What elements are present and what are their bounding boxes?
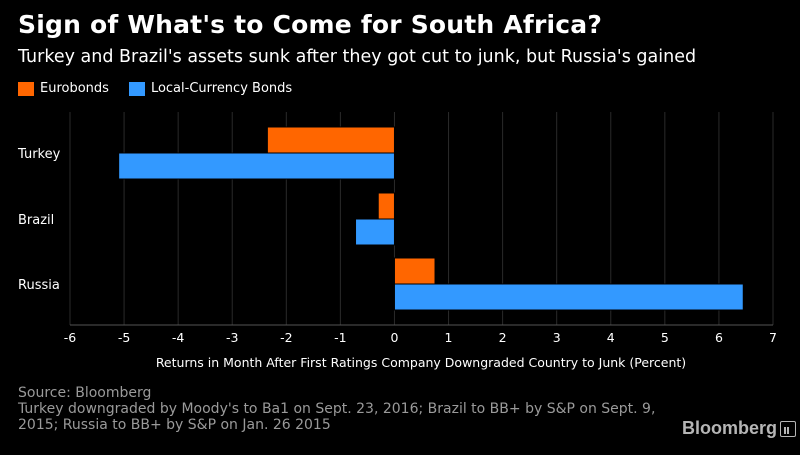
x-tick-label: 3 — [553, 330, 561, 345]
x-tick-label: 2 — [499, 330, 507, 345]
x-tick-label: -1 — [334, 330, 346, 345]
x-tick-label: -4 — [172, 330, 185, 345]
x-axis-label: Returns in Month After First Ratings Com… — [156, 355, 686, 370]
bar-brazil-eurobonds — [377, 192, 395, 220]
category-label: Brazil — [18, 213, 54, 228]
bar-brazil-local-currency-bonds — [355, 218, 395, 246]
chart-subtitle: Turkey and Brazil's assets sunk after th… — [18, 47, 697, 67]
x-tick-label: -3 — [226, 330, 238, 345]
legend-label-local-currency-bonds: Local-Currency Bonds — [150, 81, 293, 96]
bar-chart: Turkey Brazil Russia -6 -5 -4 -3 -2 -1 0 1 2 3 4 5 6 7 Re… — [17, 112, 777, 370]
bar-russia-local-currency-bonds — [393, 283, 744, 311]
x-tick-label: -6 — [64, 330, 77, 345]
footnote: Turkey downgraded by Moody's to Ba1 on S… — [18, 401, 656, 433]
legend-label-eurobonds: Eurobonds — [40, 81, 109, 96]
bar-turkey-eurobonds — [266, 126, 395, 154]
x-tick-label: 5 — [661, 330, 669, 345]
legend: Eurobonds Local-Currency Bonds — [18, 81, 312, 96]
legend-item-eurobonds: Eurobonds — [18, 81, 109, 96]
bloomberg-chart-icon — [780, 420, 797, 437]
legend-swatch-local-currency-bonds — [128, 81, 145, 96]
x-tick-label: 1 — [445, 330, 453, 345]
x-tick-label: 7 — [769, 330, 777, 345]
bar-turkey-local-currency-bonds — [118, 152, 395, 180]
x-tick-label: -2 — [280, 330, 292, 345]
legend-swatch-eurobonds — [18, 81, 34, 96]
x-tick-label: 6 — [715, 330, 723, 345]
chart-title: Sign of What's to Come for South Africa? — [18, 10, 603, 39]
x-tick-label: 0 — [390, 330, 398, 345]
bloomberg-logo: Bloomberg — [682, 418, 797, 439]
footer-source: Source: Bloomberg Turkey downgraded by M… — [18, 385, 658, 433]
source-label: Source: Bloomberg — [18, 385, 152, 401]
x-tick-label: -5 — [118, 330, 130, 345]
brand-name: Bloomberg — [682, 418, 778, 438]
category-label: Russia — [18, 278, 60, 293]
legend-item-local-currency-bonds: Local-Currency Bonds — [128, 81, 293, 96]
bar-russia-eurobonds — [393, 257, 436, 285]
x-tick-label: 4 — [607, 330, 615, 345]
category-label: Turkey — [17, 147, 61, 162]
